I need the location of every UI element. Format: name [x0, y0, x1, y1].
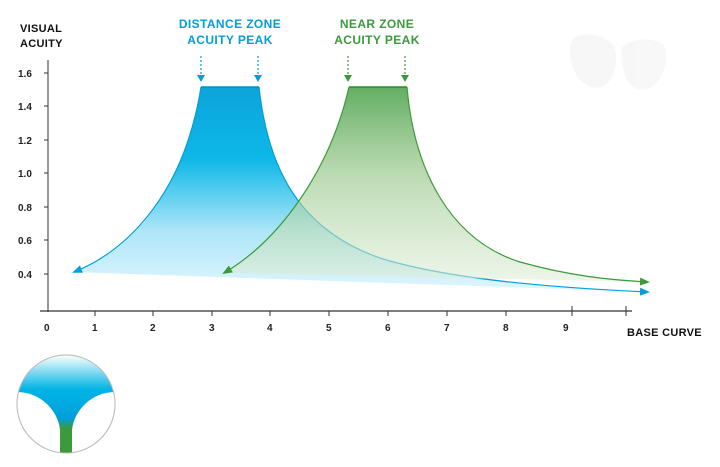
x-tick-label: 7	[444, 323, 450, 334]
x-tick-label: 9	[563, 323, 569, 334]
lens-zones-icon	[16, 354, 116, 454]
distance-peak-arrows	[197, 56, 262, 82]
y-tick-label: 1.2	[18, 136, 32, 147]
faint-glasses-icon	[569, 34, 667, 90]
near-peak-title-line1: NEAR ZONE	[340, 17, 414, 31]
x-tick-label: 1	[92, 323, 98, 334]
y-tick-label: 0.6	[18, 236, 32, 247]
x-tick-label: 3	[209, 323, 215, 334]
near-peak-arrows	[344, 56, 409, 82]
x-tick-label: 6	[385, 323, 391, 334]
y-axis-title-line1: VISUAL	[20, 23, 62, 35]
distance-peak-title-line2: ACUITY PEAK	[187, 33, 273, 47]
near-peak-title-line2: ACUITY PEAK	[334, 33, 420, 47]
y-tick-label: 0.8	[18, 203, 32, 214]
y-tick-label: 1.0	[18, 169, 32, 180]
x-tick-label: 5	[326, 323, 332, 334]
x-tick-label: 0	[44, 323, 50, 334]
y-ticks: 1.6 1.4 1.2 1.0 0.8 0.6 0.4	[18, 69, 48, 281]
x-axis-title: BASE CURVE	[627, 327, 702, 339]
y-tick-label: 1.6	[18, 69, 32, 80]
distance-peak-title-line1: DISTANCE ZONE	[179, 17, 281, 31]
y-axis-title-line2: ACUITY	[20, 38, 63, 50]
x-ticks: 0 1 2 3 4 5 6 7 8 9	[44, 306, 627, 334]
y-tick-label: 1.4	[18, 102, 32, 113]
x-tick-label: 2	[150, 323, 156, 334]
x-tick-label: 8	[503, 323, 509, 334]
x-tick-label: 4	[267, 323, 273, 334]
near-zone-region	[222, 86, 650, 286]
y-tick-label: 0.4	[18, 270, 32, 281]
